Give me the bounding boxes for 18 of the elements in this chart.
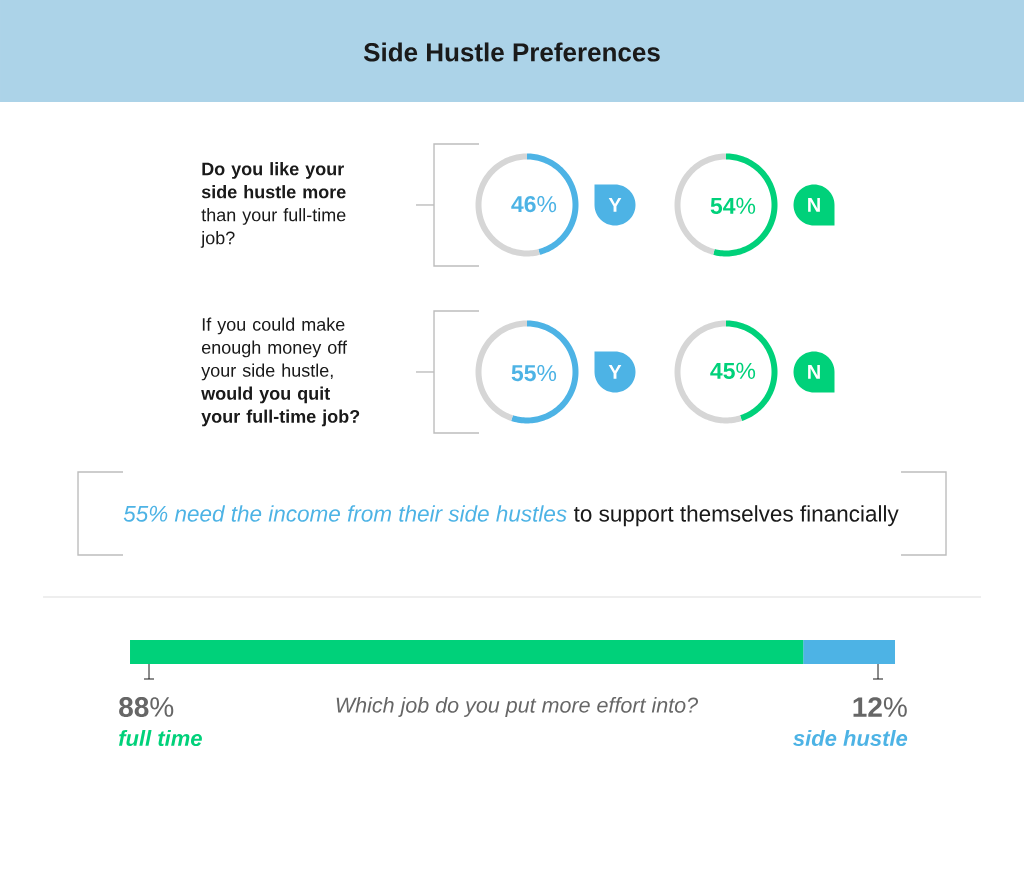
data-label: 12%: [853, 697, 907, 717]
text: Do you like your side hustle more than your full-time job?: [200, 162, 346, 248]
text: Side Hustle Preferences: [363, 42, 660, 62]
data-label: 55%: [511, 364, 557, 382]
data-label: 54%: [710, 197, 756, 214]
slice-label: Y: [608, 365, 622, 379]
text: to support themselves financially: [573, 505, 899, 527]
text: full time: [119, 729, 202, 747]
text: Which job do you put more effort into?: [336, 696, 699, 718]
slice-label: Y: [608, 198, 622, 212]
text: side hustle: [793, 729, 908, 747]
text: 55% need the income from their side hustles: [123, 505, 567, 522]
slice-label: N: [808, 365, 820, 379]
text: If you could make enough money off your side hustle, would you quit your full-time job?: [201, 317, 360, 427]
data-label: 45%: [710, 362, 756, 379]
slice-label: N: [808, 198, 820, 212]
data-label: 88%: [119, 697, 174, 717]
data-label: 46%: [511, 195, 557, 213]
